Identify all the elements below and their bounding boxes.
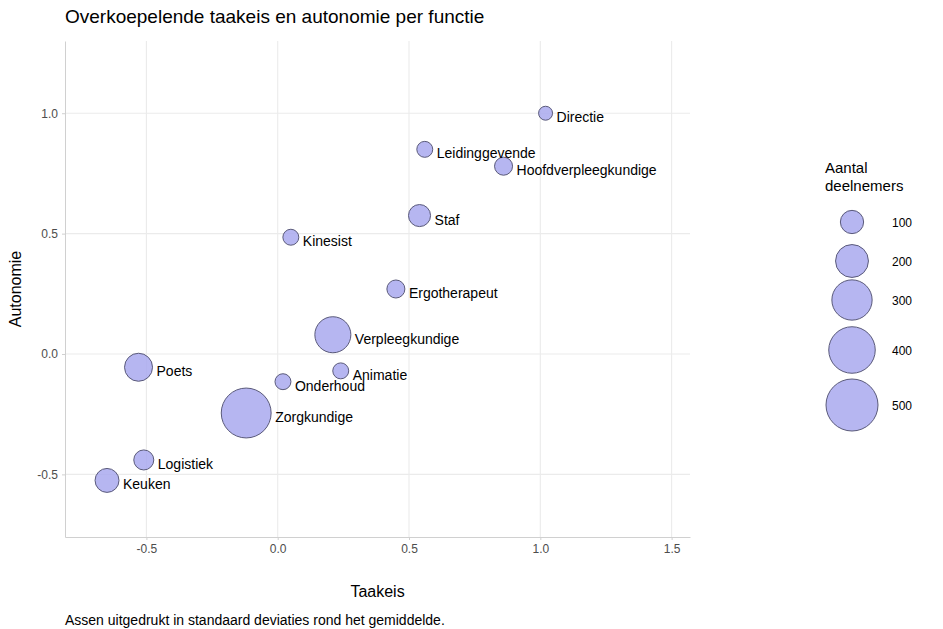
tick-mark xyxy=(278,537,279,540)
point-label: Zorgkundige xyxy=(275,409,353,425)
point-label: Animatie xyxy=(353,367,408,383)
tick-label: 0.0 xyxy=(41,347,58,361)
tick-label: -0.5 xyxy=(137,542,158,556)
grid-line-y xyxy=(65,233,690,234)
tick: 0.0 xyxy=(270,537,287,556)
tick: 0.5 xyxy=(41,227,65,241)
grid-line-y xyxy=(65,353,690,354)
axis-line xyxy=(65,42,66,538)
point-label: Keuken xyxy=(123,476,170,492)
axis-line xyxy=(66,537,691,538)
legend-bubble xyxy=(829,327,876,374)
grid-line-x xyxy=(277,41,278,537)
legend-label: 100 xyxy=(892,216,912,230)
bubble xyxy=(333,363,349,379)
tick-mark xyxy=(146,537,147,540)
tick-mark xyxy=(672,537,673,540)
bubble xyxy=(221,388,271,438)
bubble xyxy=(315,317,351,353)
point-label: Poets xyxy=(157,363,193,379)
tick-label: 1.0 xyxy=(41,107,58,121)
grid-line-x xyxy=(671,41,672,537)
x-axis: -0.5 0.0 0.5 1.0 1.5 xyxy=(66,537,691,556)
tick-label: -0.5 xyxy=(37,468,58,482)
tick: -0.5 xyxy=(137,537,158,556)
tick-label: 1.0 xyxy=(532,542,549,556)
point-label: Kinesist xyxy=(303,233,352,249)
point-labels: Directie LeidinggevendeHoofdverpleegkundi… xyxy=(123,109,657,492)
bubble xyxy=(387,280,405,298)
legend-bubble xyxy=(840,210,863,233)
tick: 1.5 xyxy=(664,537,681,556)
tick-label: 0.0 xyxy=(270,542,287,556)
point-label: Verpleegkundige xyxy=(355,331,460,347)
tick: 0.0 xyxy=(41,347,65,361)
caption: Assen uitgedrukt in standaard deviaties … xyxy=(65,612,445,628)
tick: 1.0 xyxy=(532,537,549,556)
tick: 1.0 xyxy=(41,107,65,121)
tick: 0.5 xyxy=(401,537,418,556)
tick-mark xyxy=(62,234,65,235)
bubble xyxy=(417,141,433,157)
grid xyxy=(65,41,690,537)
tick: -0.5 xyxy=(37,468,65,482)
bubble xyxy=(539,106,553,120)
tick-mark xyxy=(62,474,65,475)
bubble xyxy=(408,205,430,227)
chart: -0.5 0.0 0.5 1.0 1.5 -0.5 0.0 0.5 1.0 Directie Lei… xyxy=(0,0,943,629)
legend-label: 400 xyxy=(892,344,912,358)
y-axis: -0.5 0.0 0.5 1.0 xyxy=(37,42,65,538)
title: Overkoepelende taakeis en autonomie per … xyxy=(65,6,484,27)
legend-bubble xyxy=(836,245,869,278)
point-label: Ergotherapeut xyxy=(409,285,498,301)
grid-line-y xyxy=(65,474,690,475)
legend-label: 500 xyxy=(892,399,912,413)
bubble xyxy=(283,229,299,245)
legend: Aantaldeelnemers 100 200 300 400 500 xyxy=(825,159,912,431)
legend-label: 200 xyxy=(892,255,912,269)
tick-label: 0.5 xyxy=(41,227,58,241)
bubble xyxy=(125,353,153,381)
bubble xyxy=(275,374,291,390)
tick-label: 0.5 xyxy=(401,542,418,556)
point-label: Leidinggevende xyxy=(437,145,536,161)
point-label: Hoofdverpleegkundige xyxy=(517,162,657,178)
tick-mark xyxy=(62,354,65,355)
bubble xyxy=(134,450,154,470)
bubbles xyxy=(95,106,552,492)
legend-bubble xyxy=(826,379,878,431)
tick-mark xyxy=(62,113,65,114)
legend-title: Aantaldeelnemers xyxy=(825,159,903,194)
tick-mark xyxy=(409,537,410,540)
legend-bubble xyxy=(832,280,872,320)
legend-label: 300 xyxy=(892,294,912,308)
y-axis-title: Autonomie xyxy=(7,251,24,328)
bubble xyxy=(95,468,119,492)
point-label: Directie xyxy=(557,109,605,125)
x-axis-title: Taakeis xyxy=(350,583,404,600)
tick-label: 1.5 xyxy=(664,542,681,556)
tick-mark xyxy=(540,537,541,540)
point-label: Logistiek xyxy=(158,456,214,472)
point-label: Staf xyxy=(435,212,460,228)
